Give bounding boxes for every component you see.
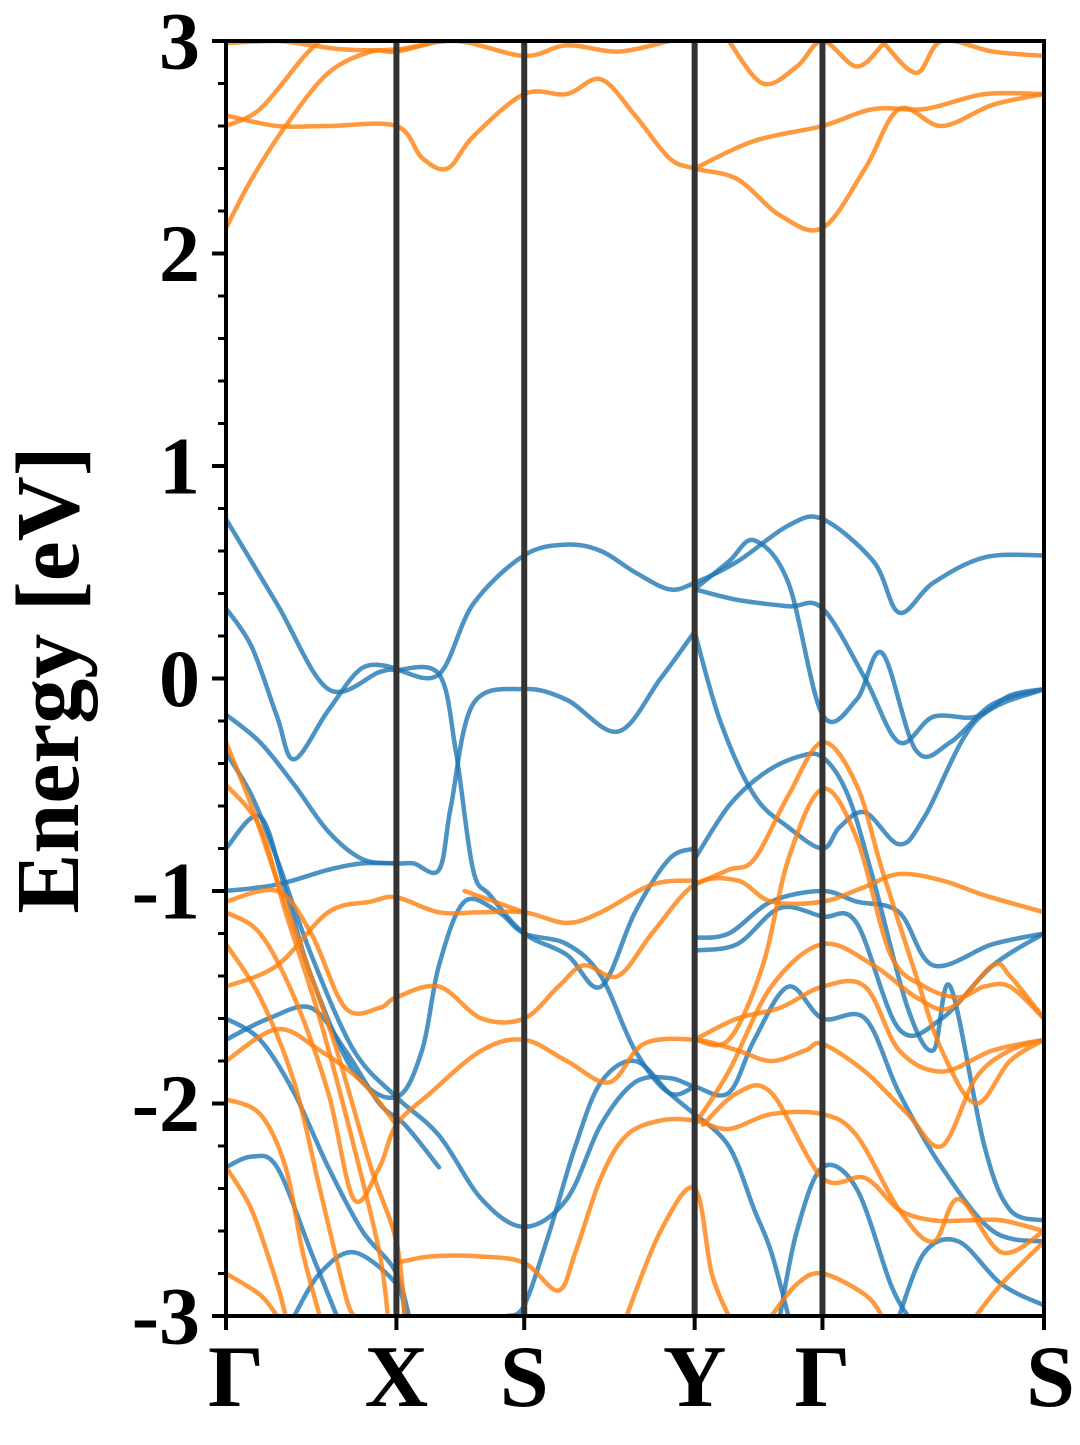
band-line-blue-0 bbox=[226, 514, 1044, 695]
band-line-blue-18 bbox=[692, 1111, 791, 1316]
y-tick-label: 3 bbox=[159, 0, 200, 87]
band-line-orange-35 bbox=[226, 1097, 322, 1316]
x-tick-label: Γ bbox=[208, 1329, 264, 1426]
band-line-orange-37 bbox=[226, 1271, 280, 1316]
band-line-orange-44 bbox=[692, 978, 1044, 1074]
band-line-blue-1 bbox=[226, 606, 399, 762]
x-tick-label: S bbox=[500, 1329, 549, 1426]
band-line-orange-31 bbox=[226, 910, 1044, 1205]
band-line-orange-24 bbox=[226, 41, 672, 59]
band-line-orange-36 bbox=[226, 1165, 288, 1316]
band-line-orange-33 bbox=[226, 878, 697, 989]
band-line-blue-7 bbox=[226, 750, 1044, 1244]
band-line-blue-14 bbox=[504, 1058, 697, 1316]
band-line-blue-15 bbox=[692, 888, 1044, 969]
band-line-orange-39 bbox=[462, 888, 527, 915]
y-tick-label: -1 bbox=[132, 846, 200, 937]
band-line-blue-9 bbox=[226, 860, 399, 894]
x-tick-label: Y bbox=[663, 1329, 727, 1426]
band-line-orange-29 bbox=[226, 782, 391, 1316]
band-line-blue-12 bbox=[226, 1153, 340, 1316]
y-axis-label: Energy [eV] bbox=[0, 446, 98, 913]
y-tick-label: 1 bbox=[159, 421, 200, 512]
band-line-orange-25 bbox=[692, 90, 1044, 171]
band-line-orange-41 bbox=[692, 740, 1044, 1106]
y-tick-label: 0 bbox=[159, 633, 200, 724]
band-line-orange-40 bbox=[624, 1185, 731, 1316]
k-point-lines bbox=[393, 41, 826, 1316]
band-line-blue-4 bbox=[692, 629, 1044, 851]
band-line-blue-6 bbox=[692, 537, 1044, 760]
band-line-orange-43 bbox=[692, 941, 1044, 1128]
x-tick-label: S bbox=[1026, 1329, 1075, 1426]
x-tick-label: X bbox=[365, 1329, 429, 1426]
band-line-orange-47 bbox=[973, 1239, 1044, 1316]
band-line-orange-22 bbox=[226, 41, 322, 129]
y-tick-label: -2 bbox=[132, 1058, 200, 1149]
bands-layer bbox=[226, 41, 1044, 1316]
band-line-blue-17 bbox=[692, 751, 1044, 1223]
band-line-blue-8 bbox=[226, 813, 697, 1101]
band-line-blue-19 bbox=[777, 1162, 910, 1316]
band-line-orange-27 bbox=[879, 41, 1044, 76]
band-line-orange-34 bbox=[226, 1026, 399, 1128]
band-line-orange-45 bbox=[700, 1083, 1044, 1234]
band-line-blue-20 bbox=[896, 1237, 1044, 1316]
band-line-orange-23 bbox=[226, 76, 1044, 233]
band-line-orange-42 bbox=[692, 786, 1044, 1048]
band-line-blue-3 bbox=[226, 629, 697, 876]
x-tick-label: Γ bbox=[794, 1329, 850, 1426]
axes bbox=[212, 39, 1046, 1330]
band-line-orange-32 bbox=[226, 941, 357, 1316]
y-tick-label: 2 bbox=[159, 208, 200, 299]
y-tick-label: -3 bbox=[132, 1271, 200, 1362]
band-line-orange-26 bbox=[726, 41, 885, 87]
band-line-orange-30 bbox=[226, 871, 1044, 1025]
band-line-orange-28 bbox=[226, 740, 408, 1316]
band-line-blue-5 bbox=[692, 587, 1044, 746]
